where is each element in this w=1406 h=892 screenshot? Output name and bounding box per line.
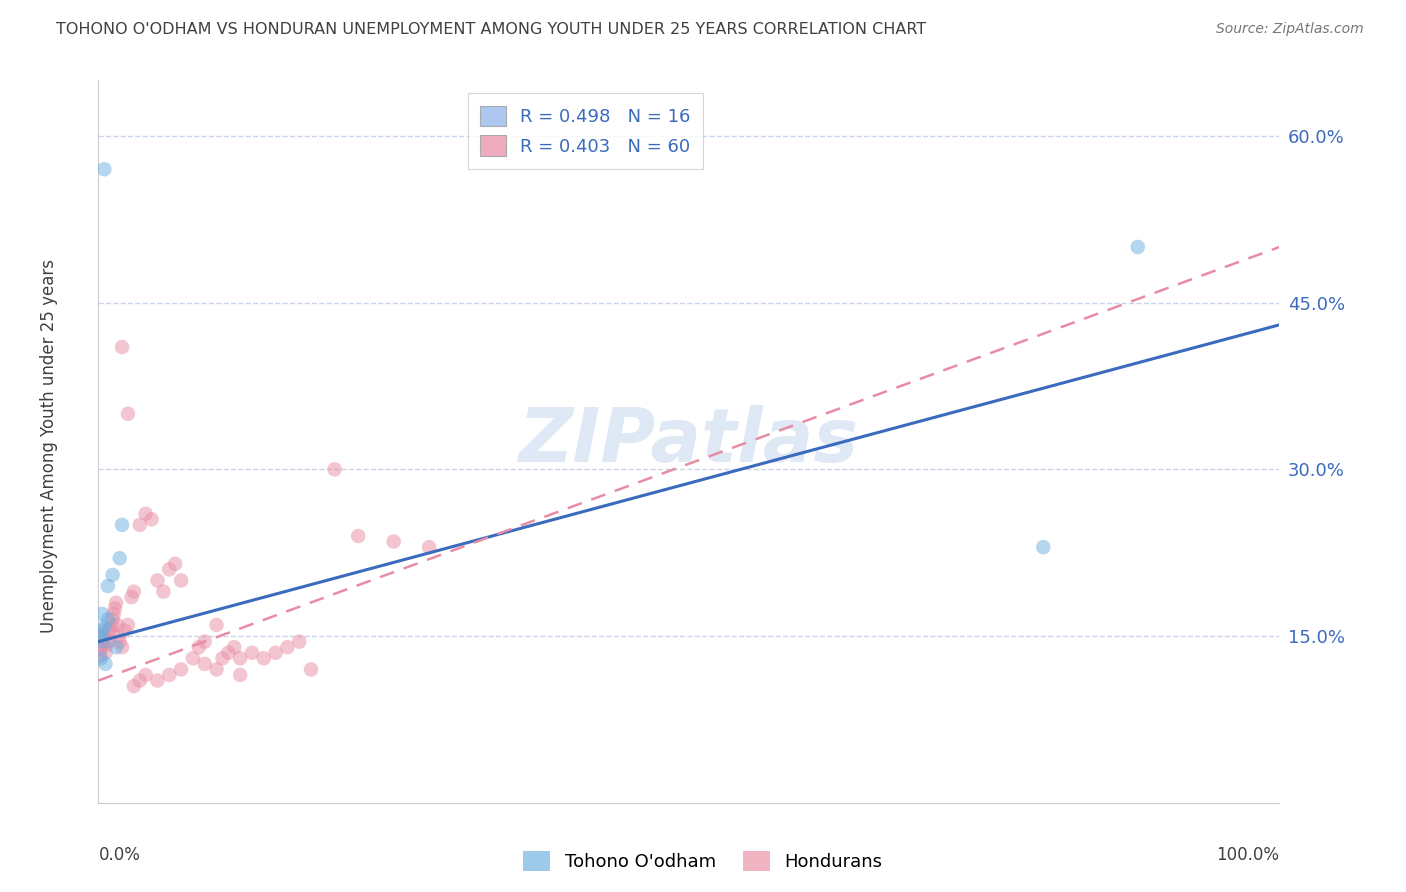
Point	[299, 662, 322, 676]
Point	[89, 649, 111, 664]
Point	[108, 551, 131, 566]
Point	[105, 596, 128, 610]
Point	[253, 651, 276, 665]
Point	[122, 679, 145, 693]
Point	[93, 162, 115, 177]
Point	[122, 584, 145, 599]
Point	[98, 634, 121, 648]
Text: 0.0%: 0.0%	[98, 847, 141, 864]
Point	[128, 673, 150, 688]
Point	[323, 462, 346, 476]
Point	[152, 584, 174, 599]
Point	[98, 624, 121, 638]
Point	[128, 517, 150, 532]
Point	[264, 646, 287, 660]
Point	[347, 529, 370, 543]
Point	[1126, 240, 1149, 254]
Point	[276, 640, 298, 655]
Point	[108, 634, 131, 648]
Point	[93, 620, 115, 634]
Point	[111, 340, 134, 354]
Point	[288, 634, 311, 648]
Point	[96, 638, 118, 652]
Point	[229, 651, 252, 665]
Point	[224, 640, 246, 655]
Point	[211, 651, 233, 665]
Point	[94, 646, 117, 660]
Text: Source: ZipAtlas.com: Source: ZipAtlas.com	[1216, 22, 1364, 37]
Point	[135, 507, 157, 521]
Point	[90, 642, 112, 657]
Point	[90, 651, 112, 665]
Point	[103, 607, 125, 621]
Point	[112, 624, 135, 638]
Point	[165, 557, 187, 571]
Point	[105, 640, 128, 655]
Point	[194, 657, 217, 671]
Point	[205, 618, 228, 632]
Point	[97, 612, 120, 626]
Point	[194, 634, 217, 648]
Text: 100.0%: 100.0%	[1216, 847, 1279, 864]
Point	[157, 668, 180, 682]
Point	[141, 512, 163, 526]
Point	[91, 638, 114, 652]
Point	[91, 634, 114, 648]
Point	[1032, 540, 1054, 554]
Text: Unemployment Among Youth under 25 years: Unemployment Among Youth under 25 years	[41, 259, 58, 633]
Point	[90, 629, 112, 643]
Point	[101, 612, 124, 626]
Legend: Tohono O'odham, Hondurans: Tohono O'odham, Hondurans	[516, 844, 890, 879]
Point	[170, 662, 193, 676]
Point	[100, 618, 122, 632]
Point	[157, 562, 180, 576]
Text: TOHONO O'ODHAM VS HONDURAN UNEMPLOYMENT AMONG YOUTH UNDER 25 YEARS CORRELATION C: TOHONO O'ODHAM VS HONDURAN UNEMPLOYMENT …	[56, 22, 927, 37]
Point	[181, 651, 204, 665]
Point	[418, 540, 440, 554]
Point	[240, 646, 263, 660]
Point	[101, 568, 124, 582]
Point	[382, 534, 405, 549]
Point	[91, 624, 114, 638]
Point	[97, 624, 120, 638]
Point	[135, 668, 157, 682]
Point	[146, 574, 169, 588]
Point	[91, 607, 114, 621]
Point	[170, 574, 193, 588]
Point	[111, 640, 134, 655]
Point	[104, 601, 127, 615]
Point	[205, 662, 228, 676]
Point	[111, 517, 134, 532]
Legend: R = 0.498   N = 16, R = 0.403   N = 60: R = 0.498 N = 16, R = 0.403 N = 60	[468, 93, 703, 169]
Point	[94, 657, 117, 671]
Point	[93, 627, 115, 641]
Point	[121, 590, 143, 604]
Point	[117, 407, 139, 421]
Point	[117, 618, 139, 632]
Point	[146, 673, 169, 688]
Point	[187, 640, 209, 655]
Point	[97, 579, 120, 593]
Point	[217, 646, 239, 660]
Point	[229, 668, 252, 682]
Point	[91, 632, 114, 646]
Point	[107, 629, 129, 643]
Text: ZIPatlas: ZIPatlas	[519, 405, 859, 478]
Point	[105, 618, 128, 632]
